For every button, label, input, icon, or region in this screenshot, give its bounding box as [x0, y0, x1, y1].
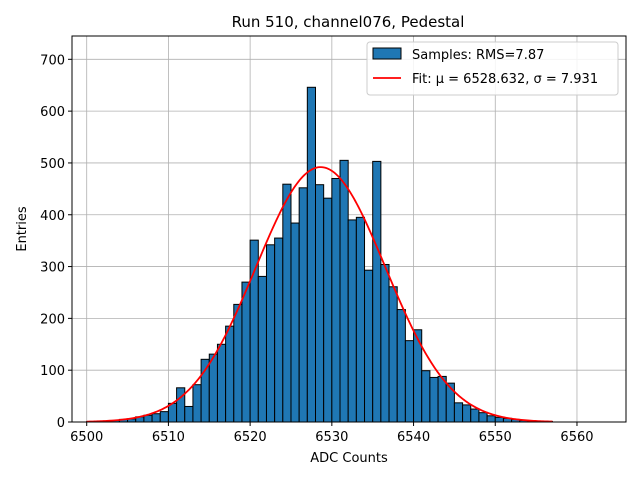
- x-tick-label: 6510: [152, 430, 185, 445]
- legend-box: [366, 41, 619, 96]
- grid-lines: [72, 36, 626, 423]
- histogram-bar: [306, 86, 316, 423]
- y-tick-label: 100: [40, 364, 65, 379]
- histogram-bar: [486, 415, 496, 423]
- x-tick-label: 6530: [315, 430, 348, 445]
- x-tick-label: 6550: [479, 430, 512, 445]
- histogram-bar: [225, 325, 235, 423]
- y-tick-label: 600: [40, 105, 65, 120]
- legend: Samples: RMS=7.87 Fit: μ = 6528.632, σ =…: [366, 41, 619, 96]
- histogram-bar: [478, 412, 488, 423]
- histogram-bar: [339, 159, 349, 423]
- histogram-bar: [290, 222, 300, 423]
- y-tick-label: 700: [40, 53, 65, 68]
- fit-curve: [86, 166, 553, 423]
- histogram-bar: [445, 382, 455, 423]
- histogram-bar: [159, 411, 169, 423]
- histogram-bar: [355, 216, 366, 423]
- x-tick-label: 6520: [234, 430, 267, 445]
- y-tick-label: 200: [40, 312, 65, 327]
- chart-title: Run 510, channel076, Pedestal: [232, 13, 465, 31]
- y-axis-ticks: 0 100 200 300 400 500 600 700: [40, 53, 72, 431]
- histogram-bar: [404, 340, 415, 423]
- histogram-bar: [323, 197, 333, 423]
- histogram-bar: [388, 286, 398, 423]
- y-tick-label: 0: [57, 416, 65, 431]
- x-axis-ticks: 6500 6510 6520 6530 6540 6550 6560: [70, 422, 594, 445]
- histogram-bar: [347, 219, 357, 423]
- legend-swatch-samples: [372, 47, 402, 60]
- histogram-bar: [470, 408, 480, 423]
- histogram-bar: [274, 237, 284, 423]
- y-axis-label: Entries: [15, 206, 30, 252]
- histogram-bar: [208, 353, 218, 423]
- histogram-bar: [421, 370, 431, 423]
- plot-frame: [71, 35, 627, 423]
- histogram-bar: [241, 281, 251, 423]
- histogram-bar: [372, 160, 382, 423]
- histogram-bar: [192, 384, 202, 423]
- histogram-bar: [265, 244, 276, 423]
- histogram-bar: [494, 416, 504, 423]
- histogram-bar: [184, 405, 194, 423]
- histogram-bar: [257, 275, 267, 423]
- histogram-bar: [151, 413, 161, 423]
- histogram-bar: [453, 402, 464, 423]
- y-tick-label: 400: [40, 209, 65, 224]
- histogram-bar: [429, 376, 439, 423]
- legend-label-fit: Fit: μ = 6528.632, σ = 7.931: [412, 72, 598, 87]
- y-tick-label: 300: [40, 261, 65, 276]
- histogram-bars: [86, 86, 553, 423]
- histogram-bar: [314, 184, 325, 423]
- x-axis-label: ADC Counts: [310, 451, 388, 466]
- histogram-bar: [437, 375, 447, 423]
- histogram-bar: [331, 177, 341, 423]
- x-tick-label: 6540: [397, 430, 430, 445]
- histogram-bar: [462, 404, 472, 423]
- histogram-bar: [176, 387, 186, 423]
- histogram-bar: [216, 343, 227, 423]
- gaussian-fit: [86, 166, 553, 423]
- histogram-bar: [396, 309, 406, 423]
- legend-label-samples: Samples: RMS=7.87: [412, 48, 544, 63]
- histogram-bar: [249, 239, 259, 423]
- y-tick-label: 500: [40, 157, 65, 172]
- histogram-bar: [233, 303, 243, 423]
- histogram-bar: [298, 187, 308, 423]
- histogram-bar: [364, 269, 374, 423]
- histogram-bar: [282, 183, 292, 423]
- histogram-bar: [380, 263, 390, 423]
- x-tick-label: 6560: [560, 430, 593, 445]
- x-tick-label: 6500: [70, 430, 103, 445]
